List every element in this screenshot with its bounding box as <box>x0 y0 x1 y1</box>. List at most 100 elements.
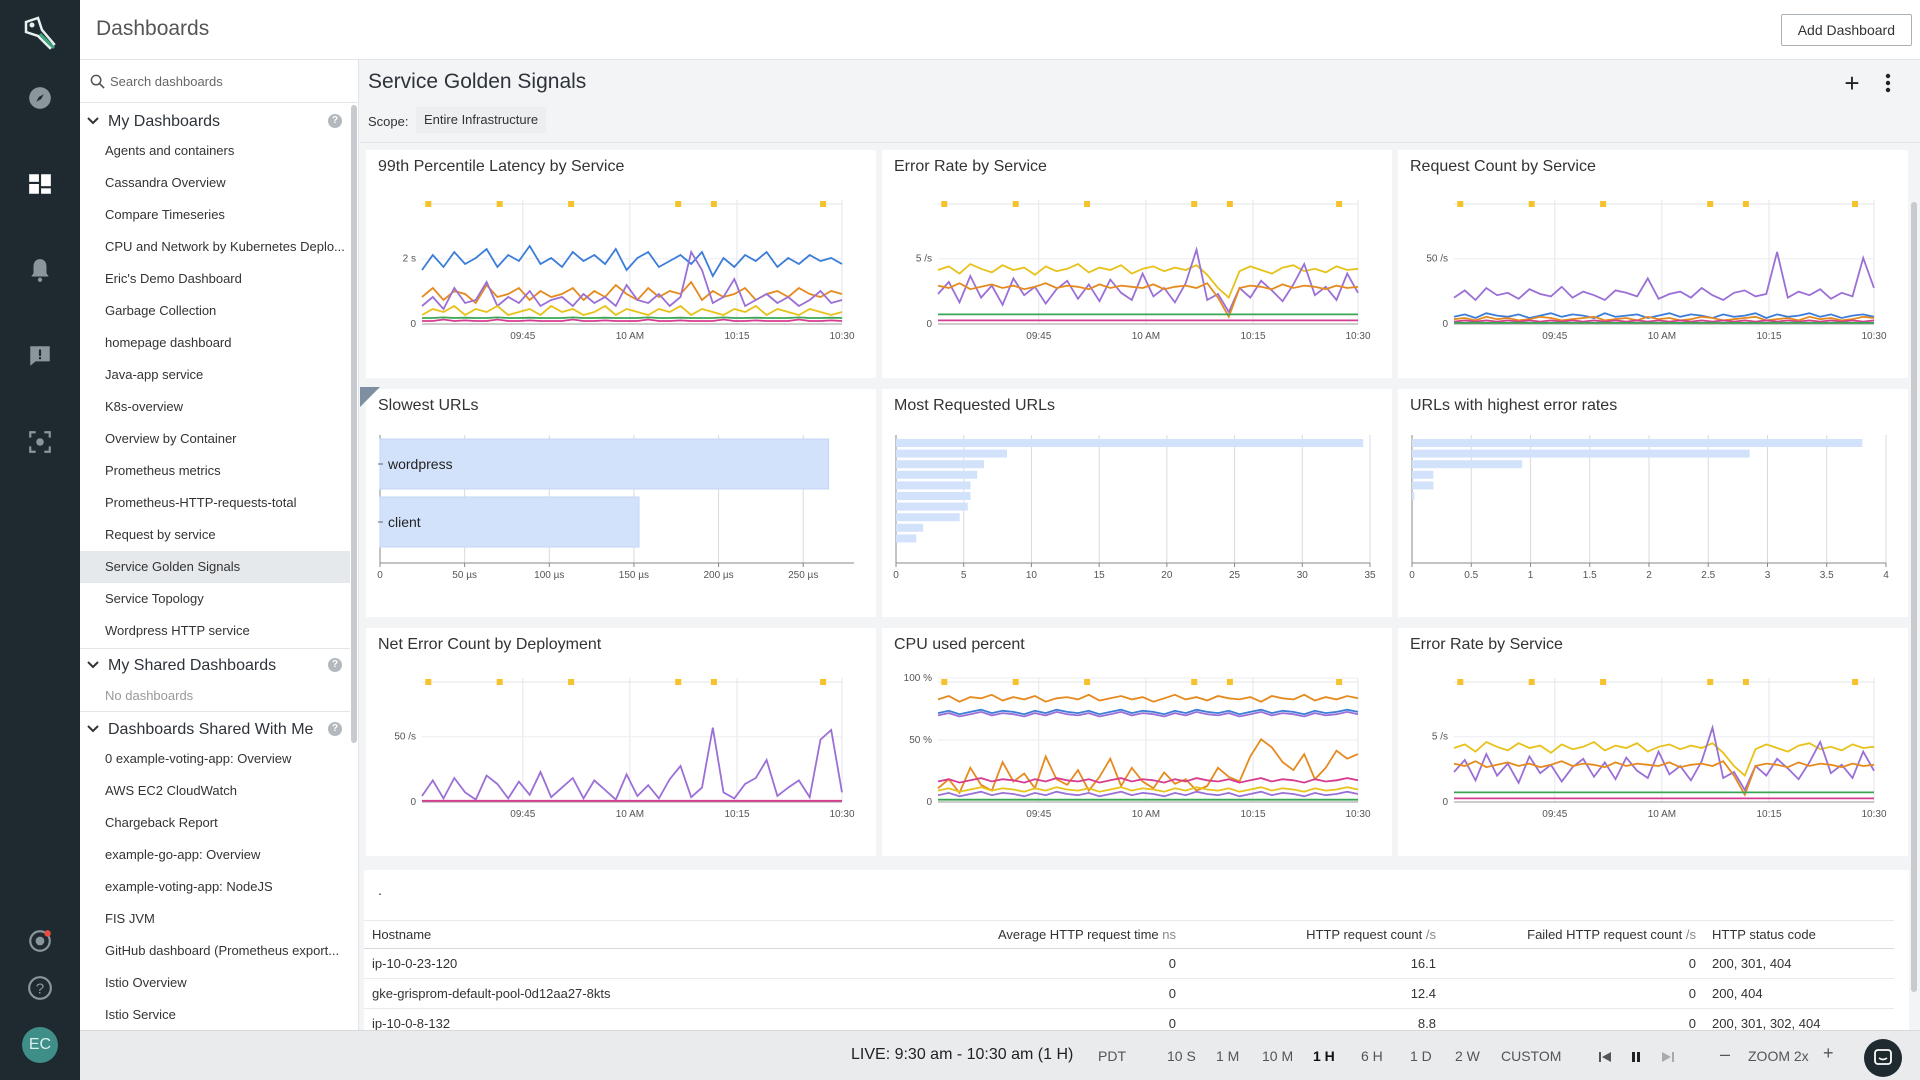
zoom-in-icon[interactable]: + <box>1823 1043 1834 1063</box>
panel-highest-error-urls[interactable]: 0 0.5 1 1.5 2 2.5 3 3.5 4 URLs with highest error… <box>1398 389 1908 617</box>
event-marker[interactable] <box>496 201 503 207</box>
spotlight-icon[interactable] <box>22 923 58 959</box>
shared-dashboard-item[interactable]: FIS JVM <box>105 911 155 926</box>
section-shared-with-me[interactable]: Dashboards Shared With Me ? <box>80 714 350 746</box>
bar[interactable] <box>896 439 1364 447</box>
series-line-1[interactable] <box>421 280 843 305</box>
dashboard-item[interactable]: Overview by Container <box>105 431 237 446</box>
events-icon[interactable] <box>22 338 58 374</box>
bar[interactable] <box>1412 460 1523 469</box>
series-line-0[interactable] <box>421 244 843 278</box>
bar[interactable] <box>896 513 960 522</box>
bar[interactable] <box>1412 492 1415 500</box>
scope-selector[interactable]: Entire Infrastructure <box>416 107 547 133</box>
series-line-1[interactable] <box>937 246 1359 314</box>
add-dashboard-button[interactable]: Add Dashboard <box>1780 14 1912 46</box>
bar[interactable] <box>896 502 968 511</box>
event-marker[interactable] <box>496 679 503 685</box>
bar[interactable] <box>1412 449 1750 458</box>
series-line-2[interactable] <box>937 710 1359 718</box>
event-marker[interactable] <box>1336 201 1343 207</box>
event-marker[interactable] <box>1600 679 1607 685</box>
bar[interactable] <box>896 449 1008 458</box>
panel-error-rate[interactable]: 09:45 10 AM 10:15 10:30 0 5 /s Error Rate by S… <box>882 150 1392 378</box>
bar[interactable] <box>896 492 971 500</box>
skip-forward-icon[interactable] <box>1661 1050 1675 1064</box>
event-marker[interactable] <box>1707 201 1714 207</box>
series-line-4[interactable] <box>937 777 1359 784</box>
event-marker[interactable] <box>1191 201 1198 207</box>
panel-slowest-urls[interactable]: 0 50 µs 100 µs 150 µs 200 µs 250 µs wordpress c… <box>360 387 876 617</box>
series-line-1[interactable] <box>937 708 1359 716</box>
chevron-down-icon[interactable] <box>86 114 100 128</box>
skip-back-icon[interactable] <box>1598 1050 1612 1064</box>
col-status-code[interactable]: HTTP status code <box>1704 920 1894 949</box>
shared-dashboard-item[interactable]: example-go-app: Overview <box>105 847 261 862</box>
series-line-2[interactable] <box>1453 760 1875 797</box>
event-marker[interactable] <box>1707 679 1714 685</box>
avatar[interactable]: EC <box>22 1027 58 1063</box>
series-line-3[interactable] <box>421 304 843 317</box>
panel-cpu-used[interactable]: 09:45 10 AM 10:15 10:30 0 50 % 100 % CPU used p… <box>882 628 1392 856</box>
series-line-4[interactable] <box>422 318 843 322</box>
dashboard-item[interactable]: Garbage Collection <box>105 303 217 318</box>
dashboards-icon[interactable] <box>22 166 58 202</box>
bar[interactable] <box>379 496 640 548</box>
col-request-count[interactable]: HTTP request count /s <box>1184 920 1444 949</box>
col-hostname[interactable]: Hostname <box>364 920 884 949</box>
series-line-0[interactable] <box>421 727 843 802</box>
event-marker[interactable] <box>425 679 432 685</box>
dashboard-item[interactable]: Agents and containers <box>105 143 235 158</box>
event-marker[interactable] <box>1742 201 1749 207</box>
series-line-1[interactable] <box>1453 724 1875 792</box>
event-marker[interactable] <box>1852 201 1859 207</box>
event-marker[interactable] <box>568 679 575 685</box>
bar[interactable] <box>1412 481 1434 490</box>
event-marker[interactable] <box>710 201 717 207</box>
table-row[interactable]: gke-grisprom-default-pool-0d12aa27-8kts 0… <box>364 978 1894 1009</box>
resize-corner-icon[interactable] <box>360 387 380 407</box>
series-line-5[interactable] <box>422 316 843 319</box>
event-marker[interactable] <box>820 201 827 207</box>
dashboard-item[interactable]: CPU and Network by Kubernetes Deplo... <box>105 239 345 254</box>
help-icon[interactable]: ? <box>328 658 342 672</box>
vertical-scrollbar[interactable] <box>1909 142 1919 1030</box>
section-my-dashboards[interactable]: My Dashboards ? <box>80 106 350 138</box>
event-marker[interactable] <box>1742 679 1749 685</box>
event-marker[interactable] <box>1457 679 1464 685</box>
shared-dashboard-item[interactable]: Chargeback Report <box>105 815 218 830</box>
event-marker[interactable] <box>1226 679 1233 685</box>
shared-dashboard-item[interactable]: Istio Service <box>105 1007 176 1022</box>
bar[interactable] <box>1412 470 1434 479</box>
time-range-10m[interactable]: 10 M <box>1262 1048 1294 1064</box>
event-marker[interactable] <box>1852 679 1859 685</box>
timezone-label[interactable]: PDT <box>1098 1048 1126 1064</box>
series-line-6[interactable] <box>937 790 1359 798</box>
time-range-1d[interactable]: 1 D <box>1410 1048 1432 1064</box>
add-panel-plus-icon[interactable]: + <box>1844 68 1860 98</box>
series-line-2[interactable] <box>1453 315 1875 322</box>
help-icon[interactable]: ? <box>328 114 342 128</box>
time-range-2w[interactable]: 2 W <box>1455 1048 1480 1064</box>
chevron-down-icon[interactable] <box>86 658 100 672</box>
col-avg-request-time[interactable]: Average HTTP request time ns <box>884 920 1184 949</box>
capture-icon[interactable] <box>22 424 58 460</box>
help-icon[interactable]: ? <box>22 970 58 1006</box>
series-line-5[interactable] <box>937 786 1359 793</box>
logo-icon[interactable] <box>18 12 62 56</box>
series-line-0[interactable] <box>1453 251 1875 302</box>
chat-button[interactable] <box>1864 1039 1902 1077</box>
event-marker[interactable] <box>1457 201 1464 207</box>
event-marker[interactable] <box>1528 679 1535 685</box>
series-line-2[interactable] <box>937 282 1359 319</box>
dashboard-item[interactable]: Compare Timeseries <box>105 207 225 222</box>
series-line-3[interactable] <box>1453 319 1875 323</box>
event-marker[interactable] <box>1528 201 1535 207</box>
time-range-10s[interactable]: 10 S <box>1167 1048 1196 1064</box>
dashboard-item[interactable]: Prometheus-HTTP-requests-total <box>105 495 297 510</box>
dashboard-item[interactable]: Eric's Demo Dashboard <box>105 271 242 286</box>
event-marker[interactable] <box>675 201 682 207</box>
table-row[interactable]: ip-10-0-23-120 0 16.1 0 200, 301, 404 <box>364 948 1894 979</box>
chevron-down-icon[interactable] <box>86 722 100 736</box>
event-marker[interactable] <box>1600 201 1607 207</box>
